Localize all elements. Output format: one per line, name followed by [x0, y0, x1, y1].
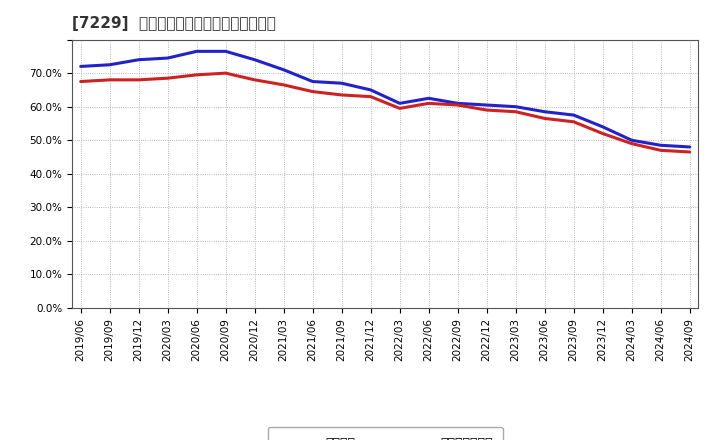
固定比率 — [454, 101, 462, 106]
固定比率 — [570, 113, 578, 118]
固定長期適合率 — [163, 76, 172, 81]
固定長期適合率 — [570, 119, 578, 125]
固定比率 — [135, 57, 143, 62]
固定比率 — [105, 62, 114, 67]
固定長期適合率 — [251, 77, 259, 82]
固定比率 — [163, 55, 172, 61]
固定比率 — [598, 124, 607, 129]
固定長期適合率 — [308, 89, 317, 94]
固定比率 — [657, 143, 665, 148]
固定比率 — [424, 95, 433, 101]
Line: 固定比率: 固定比率 — [81, 51, 690, 147]
固定長期適合率 — [657, 148, 665, 153]
固定比率 — [685, 144, 694, 150]
固定長期適合率 — [279, 82, 288, 88]
固定比率 — [338, 81, 346, 86]
固定長期適合率 — [105, 77, 114, 82]
固定長期適合率 — [221, 70, 230, 76]
固定長期適合率 — [424, 101, 433, 106]
固定長期適合率 — [338, 92, 346, 98]
固定長期適合率 — [685, 149, 694, 154]
固定比率 — [192, 49, 201, 54]
固定比率 — [221, 49, 230, 54]
固定比率 — [395, 101, 404, 106]
固定比率 — [308, 79, 317, 84]
固定比率 — [482, 103, 491, 108]
固定長期適合率 — [482, 107, 491, 113]
固定長期適合率 — [395, 106, 404, 111]
固定長期適合率 — [76, 79, 85, 84]
Text: [7229]  固定比率、固定長期適合率の推移: [7229] 固定比率、固定長期適合率の推移 — [72, 16, 276, 32]
Line: 固定長期適合率: 固定長期適合率 — [81, 73, 690, 152]
固定比率 — [76, 64, 85, 69]
固定長期適合率 — [454, 103, 462, 108]
固定長期適合率 — [627, 141, 636, 146]
固定比率 — [251, 57, 259, 62]
固定比率 — [627, 138, 636, 143]
固定長期適合率 — [192, 72, 201, 77]
固定長期適合率 — [511, 109, 520, 114]
Legend: 固定比率, 固定長期適合率: 固定比率, 固定長期適合率 — [268, 427, 503, 440]
固定比率 — [366, 87, 375, 92]
固定長期適合率 — [598, 131, 607, 136]
固定比率 — [541, 109, 549, 114]
固定長期適合率 — [135, 77, 143, 82]
固定比率 — [279, 67, 288, 73]
固定長期適合率 — [366, 94, 375, 99]
固定比率 — [511, 104, 520, 109]
固定長期適合率 — [541, 116, 549, 121]
